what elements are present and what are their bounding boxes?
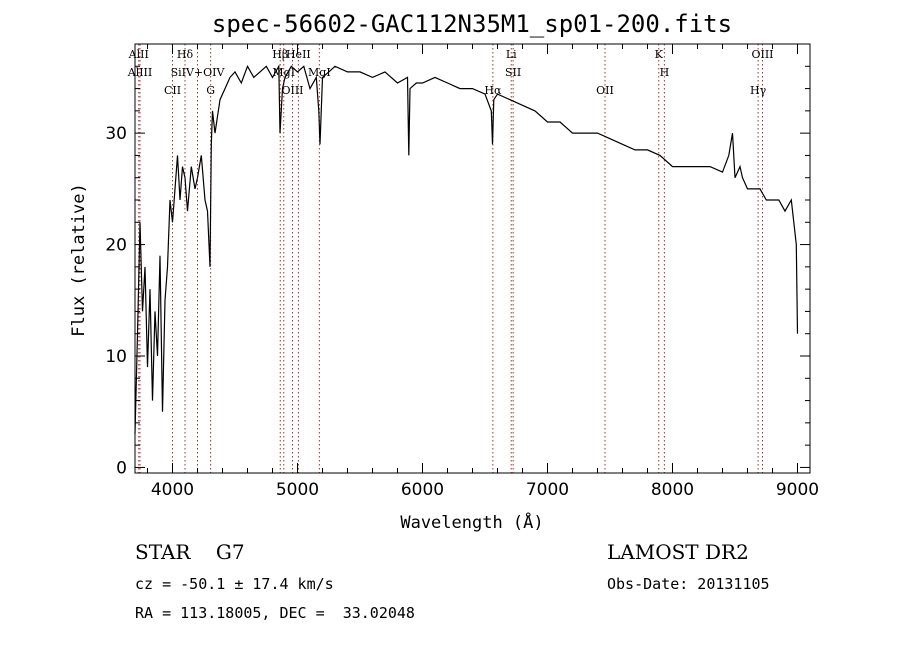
line-label: K xyxy=(655,48,664,61)
line-label: H xyxy=(660,66,670,79)
line-label: SII xyxy=(505,66,521,79)
coordinates: RA = 113.18005, DEC = 33.02048 xyxy=(135,604,415,622)
line-label: Hβ xyxy=(272,48,288,61)
line-label: HeII xyxy=(286,48,311,61)
spectral-line-markers xyxy=(138,44,763,473)
x-tick-label: 6000 xyxy=(401,480,444,500)
spectrum-series-line xyxy=(134,64,799,435)
line-label: OIII xyxy=(751,48,773,61)
line-label: Hγ xyxy=(750,84,767,97)
survey-name: LAMOST DR2 xyxy=(607,540,749,564)
line-label: SiIV+OIV xyxy=(171,66,226,79)
x-tick-label: 8000 xyxy=(651,480,694,500)
line-label: Hδ xyxy=(177,48,194,61)
line-label: G xyxy=(206,84,215,97)
line-label: OIII xyxy=(281,84,303,97)
y-tick-label: 30 xyxy=(105,124,127,144)
spectral-line-labels: AlIIAlIIICIIHδSiIV+OIVGHβMgIOIIIHeIIMgIH… xyxy=(127,48,774,97)
line-label: AlII xyxy=(128,48,149,61)
line-label: OII xyxy=(596,84,614,97)
chart-title: spec-56602-GAC112N35M1_sp01-200.fits xyxy=(212,10,732,38)
line-label: AlIII xyxy=(127,66,153,79)
x-tick-label: 9000 xyxy=(776,480,819,500)
plot-frame xyxy=(134,43,811,474)
x-axis-ticks: 4000 5000 6000 7000 8000 9000 xyxy=(147,44,819,500)
x-axis-label: Wavelength (Å) xyxy=(400,511,543,533)
x-tick-label: 4000 xyxy=(151,480,194,500)
line-label: CII xyxy=(164,84,181,97)
redshift-velocity: cz = -50.1 ± 17.4 km/s xyxy=(135,575,334,593)
y-tick-label: 0 xyxy=(116,458,127,478)
x-tick-label: 7000 xyxy=(526,480,569,500)
y-axis-label: Flux (relative) xyxy=(69,183,89,337)
y-tick-label: 20 xyxy=(105,236,127,256)
line-label: Li xyxy=(506,48,517,61)
y-axis-ticks: 0 10 20 30 xyxy=(105,65,810,478)
x-tick-label: 5000 xyxy=(276,480,319,500)
star-classification: STAR G7 xyxy=(135,540,245,564)
observation-date: Obs-Date: 20131105 xyxy=(607,575,770,593)
y-tick-label: 10 xyxy=(105,347,127,367)
